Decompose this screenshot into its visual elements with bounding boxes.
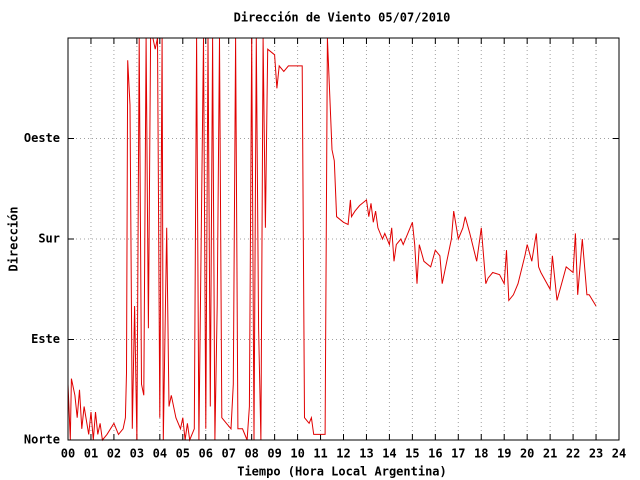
x-tick-label: 19 bbox=[497, 447, 511, 461]
x-tick-label: 11 bbox=[313, 447, 327, 461]
x-tick-label: 23 bbox=[589, 447, 603, 461]
x-tick-label: 04 bbox=[153, 447, 167, 461]
chart-title: Dirección de Viento 05/07/2010 bbox=[234, 11, 451, 25]
x-tick-label: 16 bbox=[428, 447, 442, 461]
x-axis-label: Tiempo (Hora Local Argentina) bbox=[237, 465, 447, 479]
x-tick-label: 05 bbox=[176, 447, 190, 461]
wind-line bbox=[67, 37, 597, 442]
x-tick-label: 21 bbox=[543, 447, 557, 461]
x-tick-label: 03 bbox=[130, 447, 144, 461]
x-tick-label: 20 bbox=[520, 447, 534, 461]
y-tick-label: Norte bbox=[24, 433, 60, 447]
x-tick-label: 02 bbox=[107, 447, 121, 461]
y-tick-label: Oeste bbox=[24, 131, 60, 145]
plot-border bbox=[67, 37, 620, 441]
x-tick-label: 15 bbox=[405, 447, 419, 461]
x-tick-label: 12 bbox=[336, 447, 350, 461]
y-tick-label: Sur bbox=[38, 232, 60, 246]
x-tick-label: 09 bbox=[267, 447, 281, 461]
y-tick-label: Este bbox=[31, 332, 60, 346]
x-tick-label: 08 bbox=[244, 447, 258, 461]
x-tick-label: 10 bbox=[290, 447, 304, 461]
x-tick-label: 13 bbox=[359, 447, 373, 461]
x-tick-label: 01 bbox=[84, 447, 98, 461]
x-tick-label: 24 bbox=[612, 447, 626, 461]
x-tick-label: 22 bbox=[566, 447, 580, 461]
y-axis-label: Dirección bbox=[7, 206, 21, 271]
x-tick-label: 18 bbox=[474, 447, 488, 461]
x-tick-label: 14 bbox=[382, 447, 396, 461]
x-tick-label: 06 bbox=[199, 447, 213, 461]
x-tick-label: 17 bbox=[451, 447, 465, 461]
x-tick-label: 07 bbox=[221, 447, 235, 461]
x-tick-label: 00 bbox=[61, 447, 75, 461]
